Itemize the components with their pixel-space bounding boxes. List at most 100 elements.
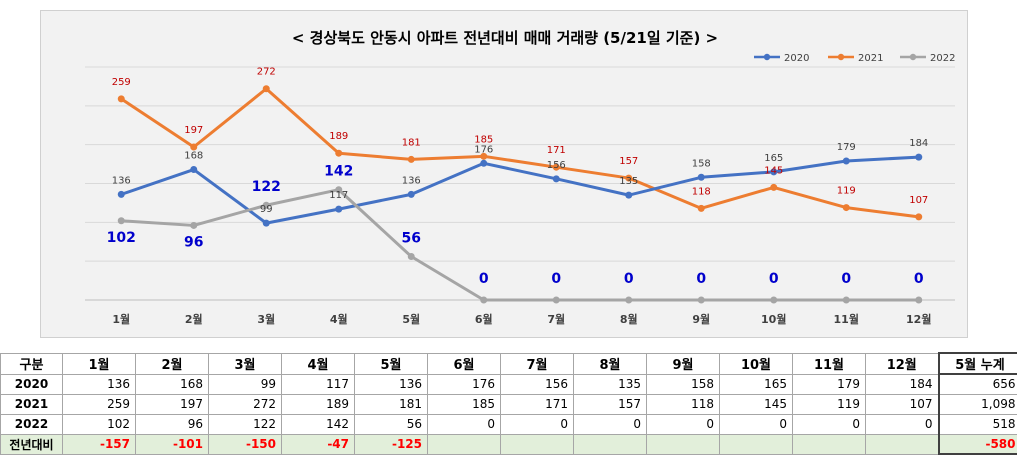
table-cell: 176 [427,373,501,395]
table-cell: 518 [937,413,1017,435]
data-label: 165 [764,153,783,164]
data-point [190,221,198,229]
data-point [335,205,343,213]
data-point [117,217,125,225]
data-point [190,166,198,174]
table-cell: 259 [62,393,136,415]
table-cell: 0 [500,413,574,435]
table-cell [719,433,793,455]
data-point [842,204,850,212]
table-cell [792,433,866,455]
data-label: 181 [402,137,421,148]
data-point [697,173,705,181]
data-label: 135 [619,176,638,187]
x-tick-label: 12월 [906,312,931,326]
table-cell: 119 [792,393,866,415]
table-cell: 272 [208,393,282,415]
data-label: 0 [841,271,851,287]
table-cell: 197 [135,393,209,415]
data-point [262,85,270,93]
legend-label: 2020 [784,53,809,64]
data-label: 136 [112,175,131,186]
data-label: 0 [479,271,489,287]
data-point [480,296,488,304]
data-label: 157 [619,156,638,167]
column-header: 3월 [208,352,282,375]
data-label: 56 [402,231,421,247]
column-header: 구분 [0,352,63,375]
data-point [915,296,923,304]
column-header: 1월 [62,352,136,375]
x-tick-label: 3월 [257,312,275,326]
table-cell: 184 [865,373,939,395]
table-cell: 168 [135,373,209,395]
table-cell: 118 [646,393,720,415]
table-cell: -580 [937,433,1017,455]
data-label: 136 [402,175,421,186]
column-header: 10월 [719,352,793,375]
column-header: 8월 [573,352,647,375]
data-label: 107 [909,195,928,206]
chart-area: < 경상북도 안동시 아파트 전년대비 매매 거래량 (5/21일 기준) > … [40,10,968,338]
x-tick-label: 4월 [330,312,348,326]
data-point [770,168,778,176]
series-line [121,188,919,302]
table-cell [427,433,501,455]
table-row: 2020 136 168 99 117 136 176 156 135 158 165 179 184 6… [0,373,1017,395]
table-cell [573,433,647,455]
x-tick-label: 6월 [475,312,493,326]
data-label: 179 [837,142,856,153]
column-header: 2월 [135,352,209,375]
table-cell: 96 [135,413,209,435]
legend-label: 2021 [858,53,883,64]
data-label: 102 [107,230,136,246]
series-line [120,155,919,225]
table-row: 2021 259 197 272 189 181 185 171 157 118 145 119 107… [0,393,1017,415]
table-cell: 0 [792,413,866,435]
data-point [697,204,705,212]
data-label: 0 [624,271,634,287]
table-cell: 171 [500,393,574,415]
data-point [407,190,415,198]
x-tick-label: 11월 [834,312,859,326]
line-chart: < 경상북도 안동시 아파트 전년대비 매매 거래량 (5/21일 기준) > … [85,29,955,326]
table-cell: 179 [792,373,866,395]
data-label: 184 [909,138,928,149]
table-cell: 158 [646,373,720,395]
data-point [842,296,850,304]
data-label: 185 [474,134,493,145]
data-label: 0 [769,271,779,287]
data-point [625,296,633,304]
table-cell: -125 [354,433,428,455]
data-label: 197 [184,125,203,136]
data-label: 189 [329,131,348,142]
x-tick-label: 10월 [761,312,786,326]
data-point [407,253,415,261]
table-cell: 0 [573,413,647,435]
column-header: 12월 [865,352,939,375]
table-cell: 157 [573,393,647,415]
table-cell: 56 [354,413,428,435]
data-label: 142 [324,164,353,180]
data-label: 156 [547,160,566,171]
table-cell: 185 [427,393,501,415]
data-point [552,175,560,183]
data-point [262,201,270,209]
data-point [262,219,270,227]
data-point [117,95,125,103]
row-label: 2021 [0,393,63,415]
table-cell: 122 [208,413,282,435]
column-header: 9월 [646,352,720,375]
data-point [915,213,923,221]
data-point [770,296,778,304]
data-point [770,183,778,191]
table-cell: 0 [646,413,720,435]
data-point [625,191,633,199]
row-label: 2020 [0,373,63,395]
table-cell: 181 [354,393,428,415]
table-row: 전년대비 -157 -101 -150 -47 -125 -580 [0,433,1017,455]
table-cell: 0 [427,413,501,435]
data-label: 259 [112,77,131,88]
x-tick-label: 8월 [620,312,638,326]
table-cell: -157 [62,433,136,455]
